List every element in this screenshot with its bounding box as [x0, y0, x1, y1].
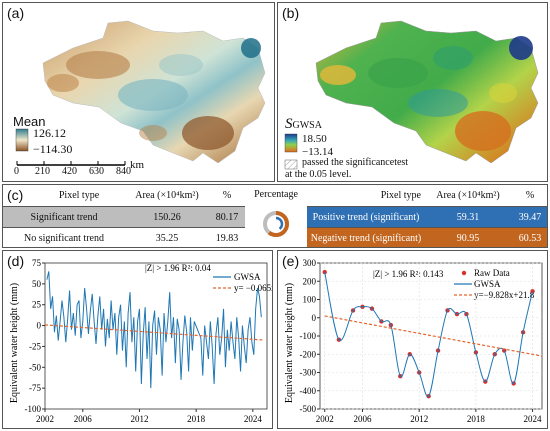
chart-e-ytick-label: 100 [303, 295, 317, 305]
chart-d-ytick-label: -50 [29, 362, 41, 372]
chart-e-legend-raw: Raw Data [474, 268, 510, 278]
chart-d-ytick-label: -25 [29, 341, 41, 351]
hatch-legend-box [284, 159, 298, 170]
right-header-area: Area (×10⁴km²) [436, 190, 500, 201]
legend-min-mean: −114.30 [33, 142, 73, 156]
legend-max-mean: 126.12 [33, 126, 66, 140]
chart-d-xtick-label: 2006 [74, 414, 93, 424]
panel-e-timeseries: (e) Equivalent water height (mm) |Z| > 1… [277, 250, 548, 429]
panel-b-label: (b) [282, 5, 300, 21]
chart-d-xtick-label: 2002 [36, 414, 54, 424]
legend-title-slope-main: S [285, 116, 293, 132]
chart-d-ytick-label: -75 [29, 383, 41, 393]
chart-e-raw-point [322, 269, 327, 275]
panel-a-label: (a) [7, 5, 25, 21]
left-header-type: Pixel type [58, 190, 100, 201]
scale-tick-2: 420 [62, 166, 77, 177]
chart-d-ytick-label: 25 [32, 300, 42, 310]
scale-tick-0: 0 [14, 166, 19, 177]
mean-legend-bar [15, 128, 29, 152]
chart-e-ytick-label: 300 [303, 258, 317, 268]
chart-e-fit-line [324, 315, 543, 357]
right-header-pct: % [525, 190, 535, 201]
chart-d: Equivalent water height (mm) |Z| > 1.96 … [9, 258, 273, 424]
chart-e-legend-raw-swatch [461, 270, 467, 276]
right-row-1-area: 59.31 [425, 206, 511, 227]
legend-title-mean: Mean [13, 114, 46, 129]
scale-tick-3: 630 [89, 166, 104, 177]
chart-e: Equivalent water height (mm) |Z| > 1.96 … [284, 258, 543, 424]
right-header-type: Pixel type [380, 190, 421, 201]
scale-tick-4: 840 [116, 166, 131, 177]
chart-e-ytick-label: -300 [300, 368, 317, 378]
chart-e-xtick-label: 2018 [467, 414, 486, 424]
chart-e-legend-series: GWSA [474, 279, 501, 289]
panel-d-timeseries: (d) Equivalent water height (mm) |Z| > 1… [2, 250, 273, 429]
right-row-1-type: Positive trend (significant) [307, 206, 425, 227]
chart-e-ytick-label: 200 [303, 276, 317, 286]
left-header-area: Area (×10⁴km²) [135, 190, 199, 201]
panel-c-summary: (c) Pixel type Area (×10⁴km²) % Signific… [2, 184, 548, 248]
chart-e-legend-fit: y=−9.828x+21.8 [474, 290, 535, 300]
chart-e-xtick-label: 2006 [354, 414, 373, 424]
panel-d-label: (d) [7, 253, 25, 269]
left-row-1-pct: 80.17 [209, 206, 245, 227]
panel-b-slope-map: (b) [277, 2, 548, 182]
chart-d-annotation: |Z| > 1.96 R²: 0.04 [145, 263, 211, 273]
right-table: Pixel type Area (×10⁴km²) % Positive tre… [307, 185, 547, 247]
chart-e-gwsa-line [324, 272, 534, 398]
right-row-2-pct: 60.53 [511, 227, 547, 247]
chart-d-xtick-label: 2018 [187, 414, 206, 424]
panel-e-label: (e) [282, 253, 300, 269]
percentage-label: Percentage [254, 189, 298, 200]
left-row-1-area: 150.26 [125, 206, 209, 227]
chart-d-ytick-label: -100 [25, 404, 42, 414]
right-row-1-pct: 39.47 [511, 206, 547, 227]
scale-unit: km [130, 159, 145, 171]
chart-e-xtick-label: 2012 [410, 414, 428, 424]
chart-d-gwsa-line [46, 271, 262, 389]
legend-max-slope: 18.50 [302, 133, 327, 145]
chart-e-annotation: |Z| > 1.96 R²: 0.143 [373, 269, 444, 279]
left-header-pct: % [222, 190, 232, 201]
chart-e-ytick-label: -500 [300, 404, 317, 414]
left-row-2-type: No significant trend [3, 227, 125, 247]
panel-c-label: (c) [7, 187, 24, 203]
chart-e-ylabel: Equivalent water height (mm) [284, 283, 295, 403]
chart-d-xtick-label: 2012 [130, 414, 148, 424]
chart-d-ylabel: Equivalent water height (mm) [9, 283, 20, 403]
legend-min-slope: −13.14 [302, 146, 333, 158]
chart-e-xtick-label: 2002 [316, 414, 334, 424]
chart-e-raw-point [530, 289, 535, 294]
left-row-1-type: Significant trend [3, 206, 125, 227]
chart-e-ytick-label: -200 [300, 349, 317, 359]
chart-d-plot-frame [44, 262, 268, 410]
chart-d-ytick-label: 0 [37, 321, 42, 331]
chart-e-ytick-label: -400 [300, 386, 317, 396]
hatch-note-line1: passed the significancetest [302, 157, 409, 168]
chart-e-xtick-label: 2024 [524, 414, 543, 424]
left-table: Pixel type Area (×10⁴km²) % Significant … [3, 185, 245, 247]
chart-d-fit-line [44, 324, 263, 341]
chart-e-ytick-label: -100 [300, 331, 317, 341]
legend-title-slope-sub: GWSA [292, 120, 322, 131]
chart-d-xtick-label: 2024 [244, 414, 263, 424]
hatch-note-line2: at the 0.05 level. [285, 169, 352, 180]
percentage-donut [263, 211, 289, 237]
chart-e-ytick-label: 0 [312, 313, 317, 323]
panel-a-mean-map: (a) [2, 2, 275, 182]
chart-d-legend-fit: y= −0.065x + 0.8 [234, 283, 273, 293]
right-row-2-type: Negative trend (significant) [307, 227, 425, 247]
slope-map [284, 20, 539, 170]
mean-map [15, 20, 266, 166]
chart-d-legend-series: GWSA [234, 272, 261, 282]
legend-title-slope: SGWSA [285, 116, 322, 133]
left-row-2-area: 35.25 [125, 227, 209, 247]
chart-d-ytick-label: 50 [32, 279, 42, 289]
scale-tick-1: 210 [35, 166, 50, 177]
slope-legend-bar [284, 133, 298, 153]
right-row-2-area: 90.95 [425, 227, 511, 247]
left-row-2-pct: 19.83 [209, 227, 245, 247]
chart-d-ytick-label: 75 [32, 258, 42, 268]
